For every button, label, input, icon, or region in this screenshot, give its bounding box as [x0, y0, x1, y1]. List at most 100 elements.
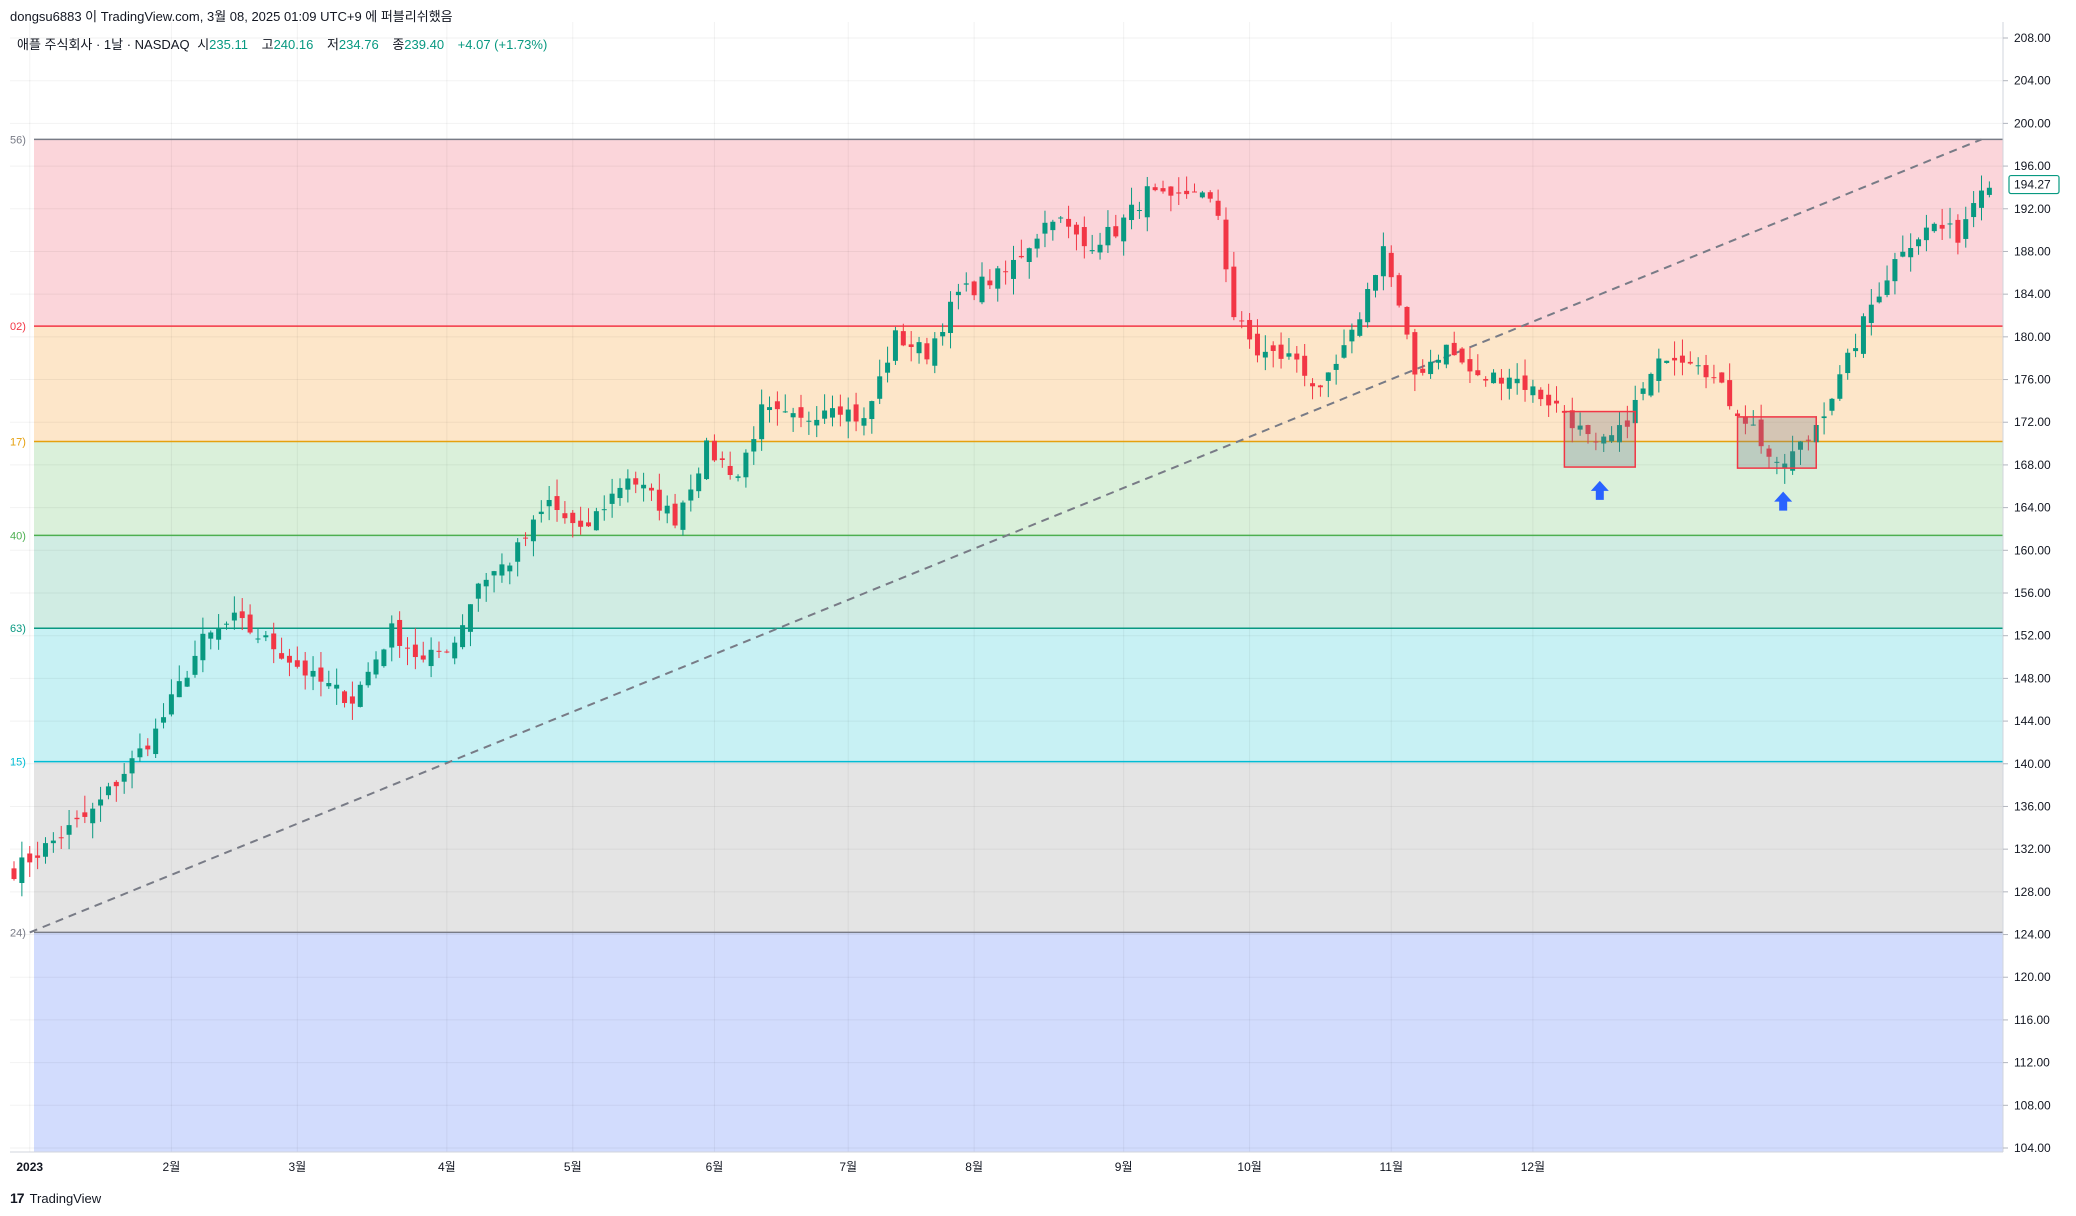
time-axis-label: 3월	[288, 1160, 306, 1174]
candle-body	[1435, 359, 1441, 363]
symbol-name[interactable]: 애플 주식회사 · 1날 · NASDAQ	[17, 37, 190, 52]
candle-body	[1160, 188, 1166, 192]
candle-body	[381, 649, 387, 667]
candle-body	[1672, 357, 1678, 361]
candle-body	[1845, 352, 1851, 374]
last-price-label: 194.27	[2014, 178, 2051, 192]
candle-body	[1050, 221, 1056, 231]
candle-body	[908, 344, 914, 348]
candle-body	[475, 583, 481, 599]
candle-body	[1034, 238, 1040, 249]
price-axis-label: 136.00	[2014, 799, 2051, 813]
high-label: 고	[261, 37, 274, 52]
candle-body	[365, 671, 371, 686]
time-axis-label: 8월	[965, 1160, 983, 1174]
candle-body	[578, 520, 584, 527]
time-axis-label: 6월	[706, 1160, 724, 1174]
candle-body	[633, 478, 639, 485]
time-axis-label: 12월	[1521, 1160, 1545, 1174]
candle-body	[1262, 351, 1268, 358]
candle-body	[27, 853, 33, 863]
candle-body	[948, 301, 954, 334]
publisher-line: dongsu6883 이 TradingView.com, 3월 08, 202…	[10, 9, 453, 24]
candle-body	[342, 691, 348, 703]
candle-body	[1373, 275, 1379, 291]
candle-body	[153, 728, 159, 755]
candle-body	[1766, 448, 1772, 457]
candle-body	[790, 413, 796, 418]
candle-body	[1774, 461, 1780, 463]
candle-body	[1223, 219, 1229, 270]
fib-level-label: 24)	[10, 927, 26, 939]
candle-body	[530, 519, 536, 542]
candle-body	[1073, 224, 1079, 235]
price-axis-label: 172.00	[2014, 415, 2051, 429]
candle-body	[1593, 441, 1599, 443]
time-axis-label: 5월	[564, 1160, 582, 1174]
tradingview-logo-icon: 17	[10, 1190, 25, 1206]
price-axis-label: 120.00	[2014, 970, 2051, 984]
candle-body	[483, 579, 489, 587]
candle-body	[1522, 375, 1528, 390]
candle-body	[822, 410, 828, 419]
candle-body	[609, 493, 615, 504]
candle-body	[1152, 187, 1158, 191]
candle-body	[664, 505, 670, 514]
price-axis-label: 164.00	[2014, 501, 2051, 515]
candle-body	[1317, 385, 1323, 388]
candle-body	[727, 465, 733, 476]
close-label: 종	[392, 37, 405, 52]
candle-body	[176, 681, 182, 698]
candle-body	[1876, 296, 1882, 303]
candle-body	[562, 513, 568, 519]
candle-body	[1569, 410, 1575, 429]
candle-body	[460, 625, 466, 648]
candle-body	[1349, 329, 1355, 342]
candle-body	[1215, 200, 1221, 216]
candle-body	[1742, 416, 1748, 424]
candle-body	[11, 868, 17, 880]
candle-body	[955, 291, 961, 296]
candle-body	[420, 655, 426, 660]
candle-body	[1199, 192, 1205, 198]
candle-body	[767, 407, 773, 411]
price-axis-label: 112.00	[2014, 1056, 2050, 1070]
time-axis-label: 11월	[1380, 1160, 1404, 1174]
candle-body	[1711, 377, 1717, 379]
candle-body	[1207, 192, 1213, 199]
fib-band	[34, 441, 2003, 536]
candle-body	[1459, 348, 1465, 363]
low-label: 저	[326, 37, 339, 52]
candle-body	[1695, 365, 1701, 367]
candle-body	[995, 268, 1001, 289]
candle-body	[436, 650, 442, 652]
candle-body	[1042, 222, 1048, 234]
candle-body	[1538, 389, 1544, 400]
brand-name[interactable]: TradingView	[29, 1190, 102, 1206]
candle-body	[105, 786, 111, 796]
candle-body	[310, 670, 316, 677]
candle-body	[58, 837, 64, 839]
price-axis-label: 152.00	[2014, 629, 2051, 643]
candle-body	[1821, 416, 1827, 419]
candle-body	[129, 758, 135, 774]
open-value: 235.11	[209, 37, 248, 52]
candle-body	[50, 840, 56, 844]
candle-body	[1168, 186, 1174, 196]
candle-body	[1664, 360, 1670, 363]
fib-level-label: 02)	[10, 321, 26, 333]
candle-body	[161, 717, 167, 723]
candle-body	[1066, 218, 1072, 227]
candle-body	[318, 667, 324, 682]
candle-body	[1868, 304, 1874, 323]
candle-body	[263, 635, 269, 638]
candle-body	[641, 484, 647, 489]
candle-body	[1601, 436, 1607, 444]
candle-body	[184, 677, 190, 687]
candle-body	[1380, 246, 1386, 277]
candle-body	[593, 511, 599, 531]
candle-body	[1900, 251, 1906, 257]
candle-body	[1971, 203, 1977, 218]
fib-level-label: 40)	[10, 530, 26, 542]
